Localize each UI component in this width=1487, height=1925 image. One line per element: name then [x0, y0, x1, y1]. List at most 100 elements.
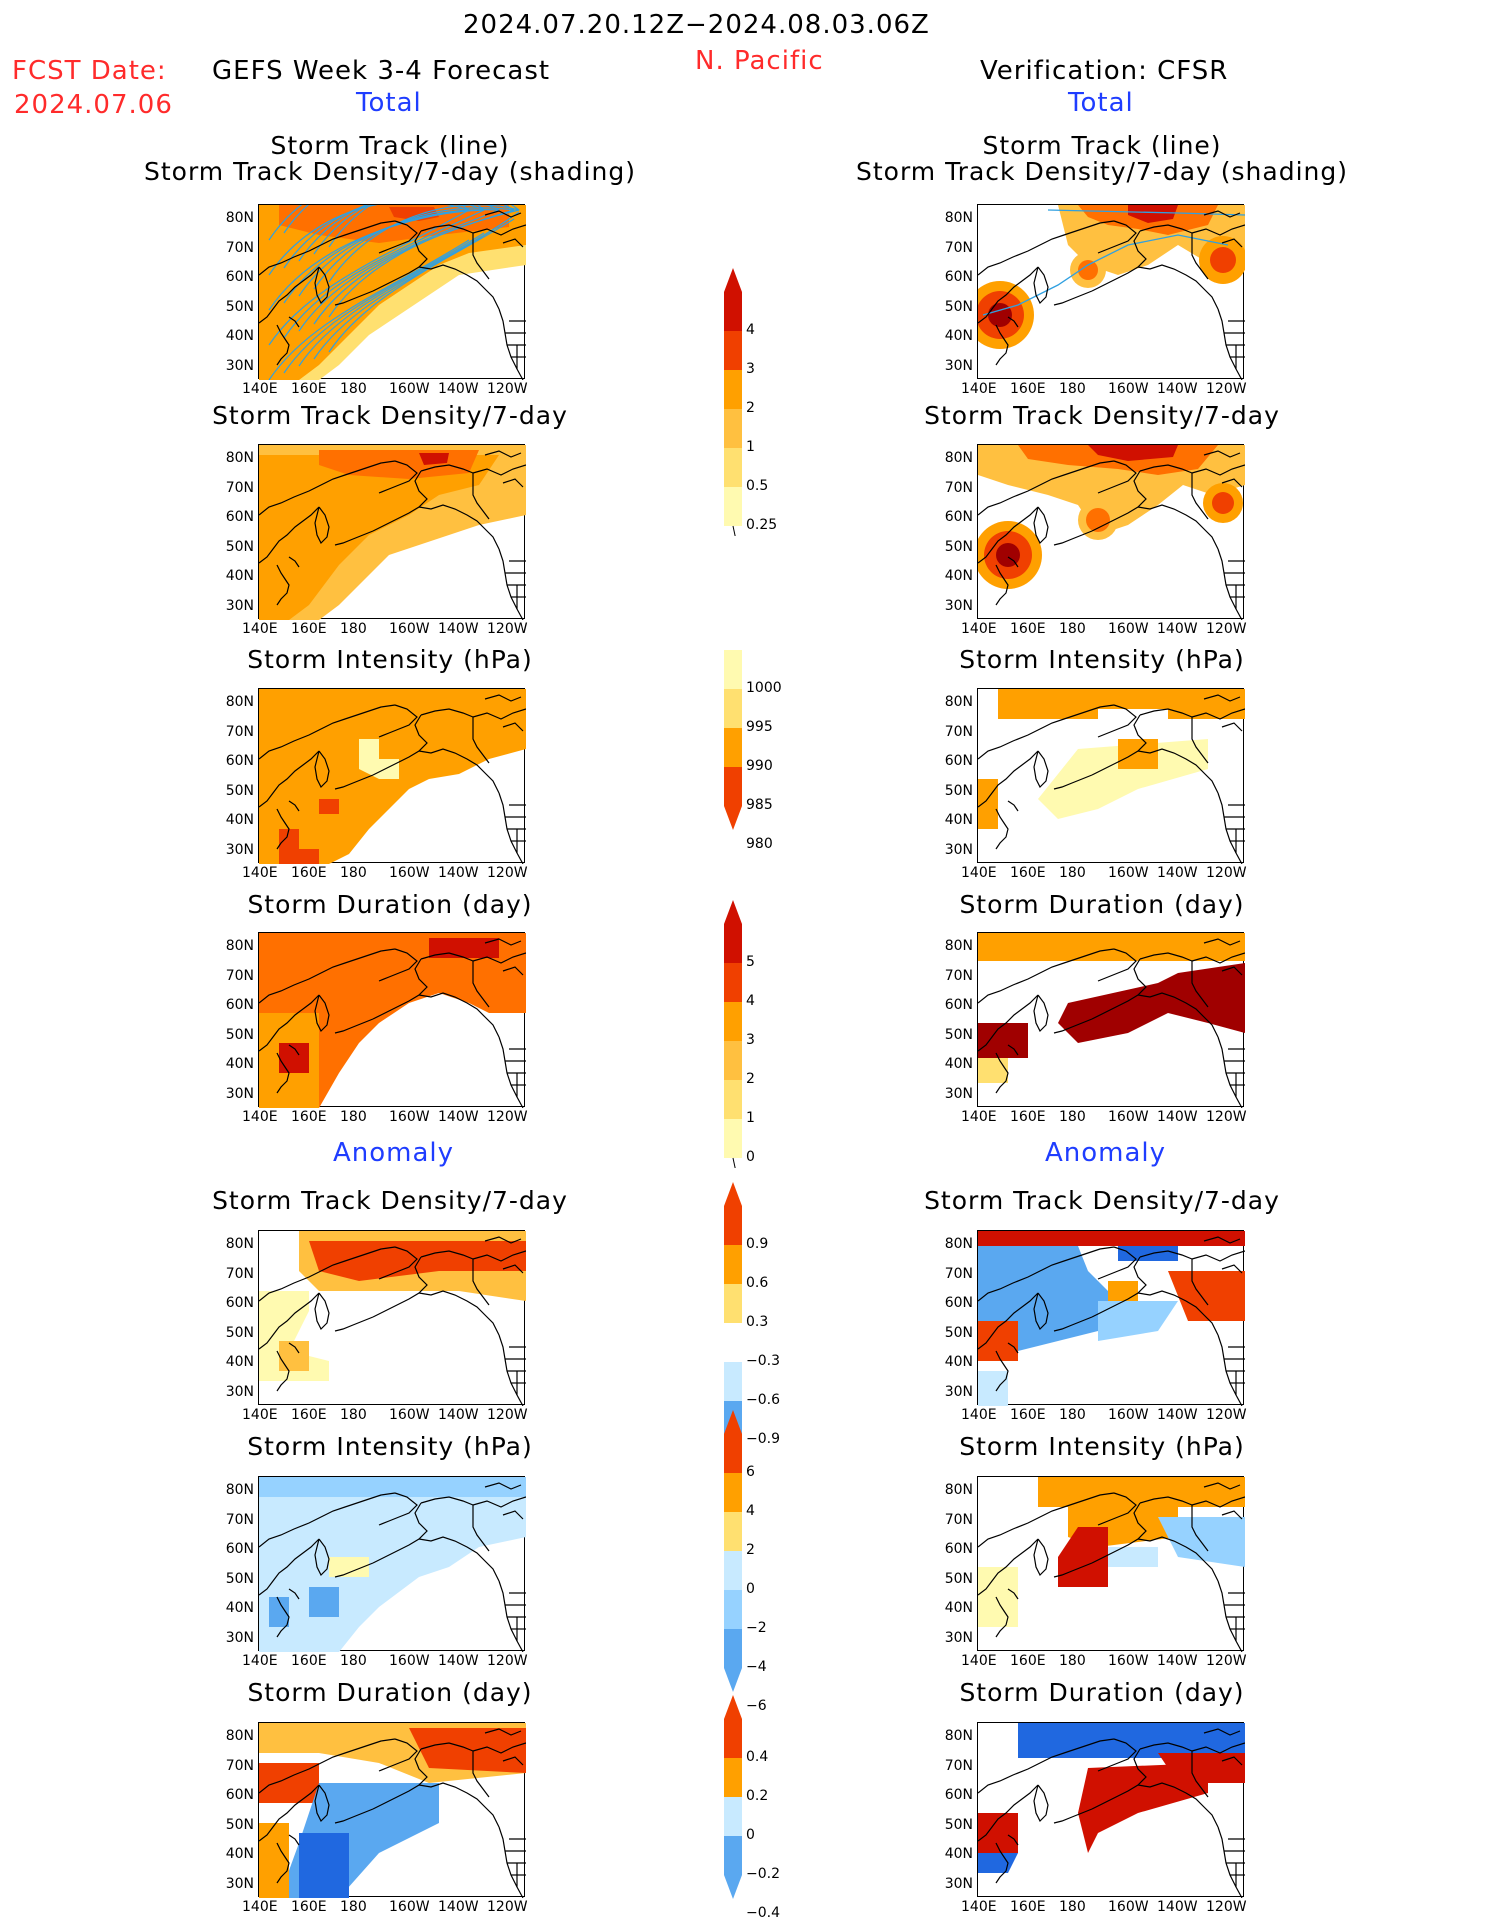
- lon-tick-label: 160E: [1010, 1109, 1046, 1125]
- lat-tick-label: 30N: [944, 357, 973, 374]
- lat-tick-label: 30N: [225, 1383, 254, 1400]
- shade-cell: [1168, 1271, 1245, 1321]
- coastline: [472, 1496, 526, 1508]
- lon-tick-label: 160E: [291, 1407, 327, 1423]
- lon-tick-label: 120W: [1206, 1899, 1247, 1915]
- coastline: [502, 238, 524, 248]
- lat-tick-label: 40N: [225, 568, 254, 584]
- coastline: [314, 1784, 330, 1823]
- shade-cell: [279, 1043, 309, 1073]
- duration-anom-colorbar: [724, 1695, 742, 1899]
- colorbar-segment: [724, 1119, 742, 1158]
- lon-tick-label: 180: [340, 381, 367, 397]
- coastline: [259, 1246, 396, 1302]
- lat-tick-label: 60N: [225, 1541, 254, 1557]
- colorbar-segment: [724, 1284, 742, 1323]
- coastline: [276, 1350, 290, 1392]
- lon-tick-label: 140W: [438, 865, 479, 881]
- coastline: [1139, 708, 1193, 718]
- lat-tick-label: 80N: [225, 210, 254, 226]
- lat-tick-label: 50N: [225, 1816, 254, 1833]
- lat-tick-label: 50N: [225, 1026, 254, 1043]
- lat-tick-label: 50N: [225, 298, 254, 315]
- lon-tick-label: 120W: [487, 1109, 528, 1125]
- lat-tick-label: 70N: [225, 1265, 254, 1282]
- shade-cell: [259, 205, 526, 380]
- lon-tick-label: 140W: [438, 381, 479, 397]
- coastline: [378, 1246, 418, 1280]
- coastline: [472, 473, 490, 520]
- lat-tick-label: 40N: [225, 328, 254, 344]
- map-svg: [259, 689, 526, 864]
- coastline: [1007, 316, 1019, 328]
- coastline: [1137, 1290, 1219, 1336]
- map-svg: [978, 1231, 1245, 1406]
- colorbar-segment: [724, 1590, 742, 1629]
- shade-cell: [1108, 1281, 1138, 1301]
- lon-tick-label: 160W: [389, 1109, 430, 1125]
- shade-cell: [419, 453, 449, 465]
- coastline: [472, 1742, 526, 1754]
- coastline: [1033, 1538, 1049, 1577]
- map-svg: [259, 933, 526, 1108]
- lat-tick-label: 30N: [225, 597, 254, 614]
- shade-cell: [1088, 445, 1178, 461]
- coastline: [1203, 450, 1241, 458]
- coastline: [1053, 1808, 1093, 1824]
- lat-tick-label: 50N: [225, 1570, 254, 1587]
- coastline: [1221, 1264, 1243, 1274]
- coastline: [1191, 717, 1209, 764]
- coastline: [1191, 952, 1245, 964]
- lat-tick-label: 60N: [944, 509, 973, 525]
- colorbar-segment: [724, 370, 742, 409]
- map-panel-9: [258, 1230, 526, 1406]
- lat-tick-label: 60N: [225, 1787, 254, 1803]
- lat-tick-label: 80N: [944, 450, 973, 466]
- shade-cell: [978, 1853, 1018, 1873]
- title-intensity-right: Storm Intensity (hPa): [959, 645, 1245, 674]
- shade-cell: [998, 689, 1245, 719]
- lat-tick-label: 80N: [225, 450, 254, 466]
- colorbar-arrow: [724, 1182, 742, 1206]
- coastline: [484, 450, 522, 458]
- coastline: [418, 992, 500, 1038]
- shade-cell: [978, 1231, 1245, 1246]
- coastline: [1097, 220, 1137, 254]
- lat-tick-label: 40N: [944, 328, 973, 344]
- coastline: [378, 948, 418, 982]
- lat-tick-label: 70N: [944, 967, 973, 984]
- coastline: [1221, 722, 1243, 732]
- coastline: [1221, 238, 1243, 248]
- coastline: [472, 464, 526, 476]
- coastline: [995, 1596, 1009, 1638]
- coastline: [995, 1052, 1009, 1094]
- colorbar-label: 1: [746, 1110, 755, 1126]
- coastline: [1191, 1250, 1245, 1262]
- coastline: [259, 1738, 396, 1794]
- colorbar-segment: [724, 409, 742, 448]
- shade-cell: [1078, 260, 1098, 280]
- colorbar-segment: [724, 650, 742, 689]
- coastline: [472, 961, 490, 1008]
- coastline: [1097, 1246, 1137, 1280]
- lon-tick-label: 140E: [961, 865, 997, 881]
- lon-tick-label: 120W: [487, 1899, 528, 1915]
- lon-tick-label: 160W: [1108, 865, 1149, 881]
- colorbar-label: 0: [746, 1827, 755, 1843]
- lon-tick-label: 180: [1059, 381, 1086, 397]
- colorbar-label: 3: [746, 361, 755, 377]
- coastline: [978, 1292, 1039, 1350]
- lon-tick-label: 160W: [1108, 1653, 1149, 1669]
- lon-tick-label: 160W: [389, 621, 430, 637]
- coastline: [1007, 1342, 1019, 1354]
- coastline: [1203, 1236, 1241, 1244]
- coastline: [1203, 1482, 1241, 1490]
- coastline: [472, 233, 490, 280]
- coastline: [502, 478, 524, 488]
- lon-tick-label: 160E: [1010, 1899, 1046, 1915]
- lat-tick-label: 60N: [944, 1787, 973, 1803]
- lon-tick-label: 160E: [291, 1109, 327, 1125]
- colorbar-segment: [724, 1323, 742, 1362]
- coastline: [420, 1250, 474, 1260]
- lon-tick-label: 120W: [487, 381, 528, 397]
